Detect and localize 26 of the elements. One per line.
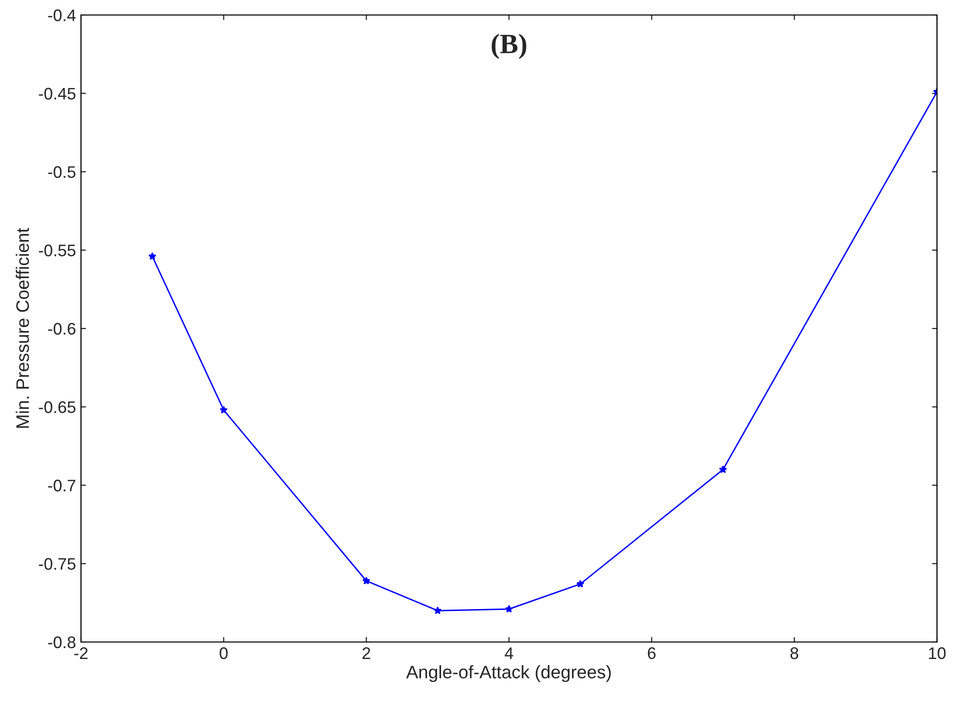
x-tick-label: 8 [790,647,798,660]
y-tick-label: -0.55 [38,244,76,256]
x-tick-label: 4 [504,647,514,659]
y-tick-label: -0.75 [38,558,76,570]
x-tick-label: -2 [74,647,88,659]
point [434,606,442,614]
annotation: (B) [492,34,526,59]
point [505,604,513,613]
y-tick-label: -0.4 [48,9,76,22]
y-tick-label: -0.5 [48,166,76,178]
y-tick-label: -0.8 [48,636,76,648]
y-tick-label: -0.6 [48,322,76,335]
x-tick-label: 10 [929,647,946,660]
y-tick-label: -0.45 [38,88,76,100]
y-tick-label: -0.7 [48,480,76,492]
x-tick-label: 6 [648,647,656,660]
point [719,465,727,474]
x-tick-label: 2 [362,647,370,659]
y-tick-label: -0.65 [38,401,76,414]
point [220,406,228,414]
point [362,576,370,584]
x-tick-label: 0 [220,647,228,660]
y-axis-title: Min. Pressure Coefficient [16,228,30,428]
point [576,580,584,588]
point [148,252,156,260]
x-axis-title: Angle-of-Attack (degrees) [406,665,611,682]
